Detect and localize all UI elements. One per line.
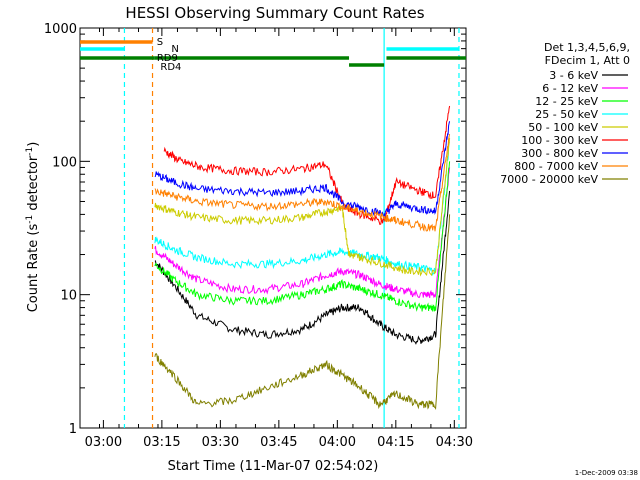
y-axis-label-sup1: -1 — [25, 215, 35, 224]
legend-label: 3 - 6 keV — [549, 69, 598, 82]
series-line-8 — [154, 214, 451, 411]
legend-label: 50 - 100 keV — [528, 121, 598, 134]
legend-label: 100 - 300 keV — [521, 134, 598, 147]
flag-bar-label: S — [157, 37, 163, 48]
plot-area: 03:00 03:15 03:30 03:45 04:00 04:15 04:30 1 10 10… — [44, 22, 473, 450]
x-tick-label: 04:15 — [377, 435, 414, 450]
legend-label: 12 - 25 keV — [535, 95, 598, 108]
series-line-2 — [154, 161, 451, 312]
legend-label: 7000 - 20000 keV — [500, 173, 598, 186]
y-axis-label-part2: detector — [26, 155, 41, 215]
y-axis-label-end: ) — [26, 142, 41, 147]
footer-timestamp: 1-Dec-2009 03:38 — [575, 469, 638, 477]
legend-label: 800 - 7000 keV — [514, 160, 598, 173]
series-line-1 — [154, 167, 451, 299]
plot-frame — [79, 27, 467, 429]
legend-header-line1: Det 1,3,4,5,6,9, — [544, 41, 630, 54]
y-tick-label: 100 — [52, 155, 77, 170]
x-tick-label: 03:45 — [260, 435, 297, 450]
flag-bar-label: RD4 — [160, 62, 181, 73]
x-tick-label: 03:30 — [202, 435, 239, 450]
legend-label: 25 - 50 keV — [535, 108, 598, 121]
x-tick-label: 03:15 — [143, 435, 180, 450]
flag-bar-label: RD9 — [157, 53, 178, 64]
legend: Det 1,3,4,5,6,9, FDecim 1, Att 0 3 - 6 k… — [500, 41, 630, 186]
series-line-7 — [154, 133, 451, 232]
series-line-5 — [163, 105, 451, 226]
y-axis-label-part1: Count Rate (s — [26, 224, 41, 313]
legend-label: 6 - 12 keV — [542, 82, 598, 95]
y-axis-label: Count Rate (s-1 detector-1) — [25, 142, 41, 313]
flag-bar-label: N — [171, 44, 178, 55]
y-axis-label-sup2: -1 — [25, 147, 35, 156]
y-tick-label: 10 — [60, 289, 77, 304]
series-line-3 — [154, 141, 451, 276]
x-tick-label: 03:00 — [85, 435, 122, 450]
series-line-6 — [154, 121, 451, 219]
x-tick-label: 04:30 — [436, 435, 473, 450]
legend-header-line2: FDecim 1, Att 0 — [545, 54, 630, 67]
x-axis-label: Start Time (11-Mar-07 02:54:02) — [168, 459, 379, 474]
y-tick-label: 1 — [69, 422, 77, 437]
series-line-0 — [154, 190, 451, 345]
x-tick-label: 04:00 — [319, 435, 356, 450]
chart-title: HESSI Observing Summary Count Rates — [125, 4, 424, 22]
y-tick-label: 1000 — [44, 22, 77, 37]
series-line-4 — [154, 137, 451, 277]
legend-label: 300 - 800 keV — [521, 147, 598, 160]
